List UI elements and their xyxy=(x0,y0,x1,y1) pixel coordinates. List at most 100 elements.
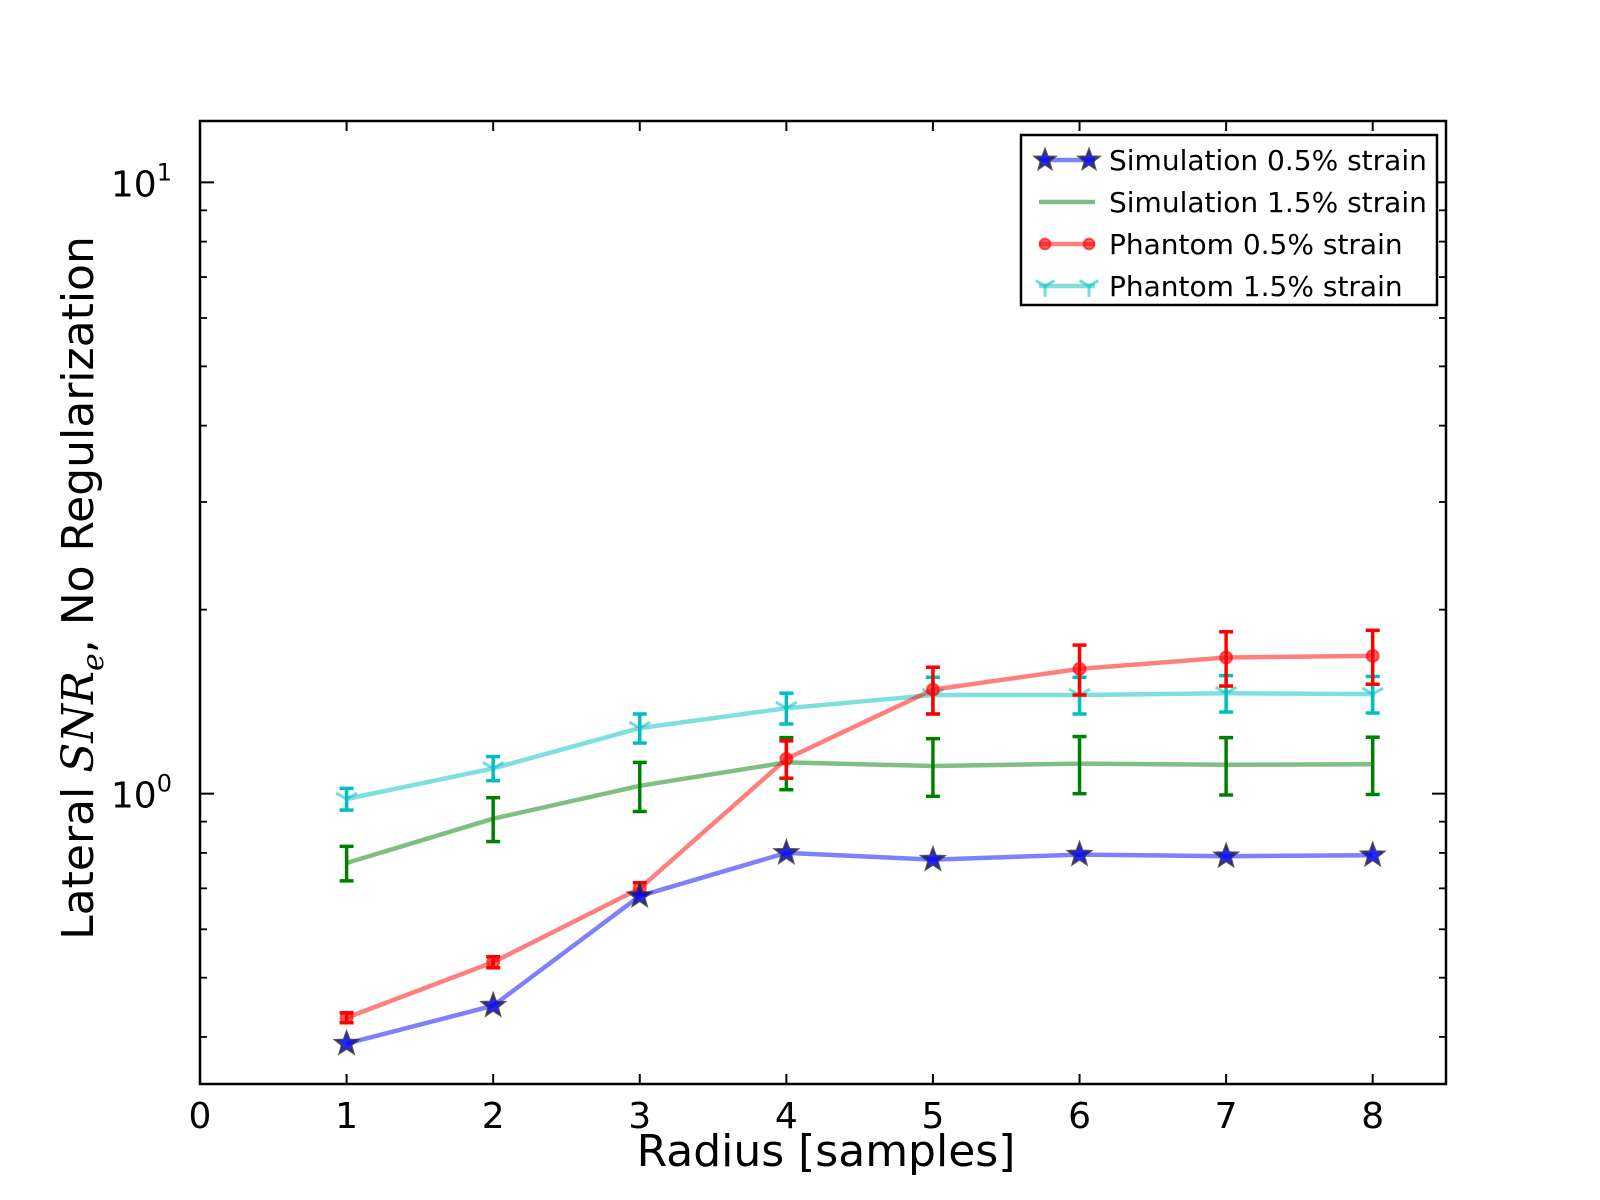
star-marker xyxy=(772,838,801,865)
y-tick-label: 101 xyxy=(111,158,172,205)
series-line xyxy=(345,760,1373,866)
legend-entry: Simulation 0.5% strain xyxy=(1031,144,1427,177)
data-point xyxy=(1358,840,1387,868)
data-point xyxy=(339,1010,354,1025)
star-marker xyxy=(1031,146,1059,172)
series-layer xyxy=(332,628,1387,1056)
tri-down-left-arm xyxy=(1034,279,1046,288)
series-line xyxy=(345,653,1373,1020)
series-line xyxy=(346,690,1373,802)
circle-marker xyxy=(1072,661,1087,676)
tri-down-marker xyxy=(1214,685,1238,706)
y-axis-label: Lateral SNRe, No Regularization xyxy=(53,236,111,940)
legend: Simulation 0.5% strain Simulation 1.5% st… xyxy=(1019,133,1439,307)
tri-down-left-arm xyxy=(775,700,788,710)
circle-marker xyxy=(1038,237,1052,251)
star-marker xyxy=(1065,839,1094,867)
tri-down-left-arm xyxy=(628,720,641,730)
data-point xyxy=(332,1028,361,1056)
data-point xyxy=(775,700,798,721)
y-tick-label-exponent: 0 xyxy=(157,770,172,798)
tri-down-right-arm xyxy=(1371,686,1384,696)
x-tick-label: 4 xyxy=(775,1096,798,1137)
legend-entry: Phantom 0.5% strain xyxy=(1038,228,1403,261)
data-point xyxy=(925,682,940,697)
star-marker xyxy=(479,990,508,1018)
tri-down-left-arm xyxy=(481,761,494,770)
y-tick-label-base: 10 xyxy=(111,164,157,205)
circle-marker xyxy=(1082,237,1096,251)
x-tick-labels: 0 1 2 3 4 5 6 7 8 xyxy=(189,1096,1385,1137)
x-tick-label: 7 xyxy=(1215,1096,1238,1137)
tri-down-left-arm xyxy=(335,791,348,801)
legend-entry: Simulation 1.5% strain xyxy=(1039,186,1427,219)
data-point xyxy=(625,881,654,909)
x-tick-label: 1 xyxy=(335,1096,358,1137)
data-point xyxy=(628,720,651,741)
tri-down-right-arm xyxy=(1225,685,1238,695)
x-tick-label: 6 xyxy=(1068,1096,1091,1137)
y-axis-label-math-subscript: e xyxy=(76,653,111,671)
star-marker xyxy=(625,881,654,909)
data-point xyxy=(1365,648,1380,663)
plot-frame xyxy=(198,119,1448,1086)
x-tick-label: 5 xyxy=(921,1096,944,1137)
data-point xyxy=(486,955,501,970)
y-axis-label-math: SNR xyxy=(53,671,104,773)
axis-ticks xyxy=(199,121,1446,1084)
tri-down-marker xyxy=(1078,279,1100,297)
tri-down-right-arm xyxy=(345,791,358,801)
circle-marker xyxy=(925,682,940,697)
data-point xyxy=(1219,650,1234,665)
legend-entry: Phantom 1.5% strain xyxy=(1034,270,1403,303)
tri-down-marker xyxy=(1361,686,1384,707)
star-marker xyxy=(1211,841,1241,869)
tri-down-marker xyxy=(628,720,651,741)
series-line xyxy=(346,850,1373,1046)
series-simulation-0-5-strain xyxy=(332,838,1387,1056)
data-point xyxy=(779,751,794,766)
star-marker xyxy=(918,844,948,872)
x-axis-label: Radius [samples] xyxy=(637,1126,1016,1177)
legend-label: Phantom 1.5% strain xyxy=(1109,270,1403,303)
x-tick-label: 2 xyxy=(482,1096,505,1137)
legend-label: Simulation 0.5% strain xyxy=(1109,144,1427,177)
data-point xyxy=(918,844,948,872)
tri-down-right-arm xyxy=(492,761,505,770)
tri-down-right-arm xyxy=(1044,279,1056,288)
y-tick-label: 100 xyxy=(111,770,172,817)
y-axis-label-suffix: , No Regularization xyxy=(53,236,104,653)
data-point xyxy=(479,990,508,1018)
circle-marker xyxy=(339,1010,354,1025)
circle-marker xyxy=(486,955,501,970)
tri-down-left-arm xyxy=(1361,686,1374,696)
data-point xyxy=(772,838,801,865)
legend-label: Phantom 0.5% strain xyxy=(1109,228,1403,261)
error-bar xyxy=(339,844,354,883)
data-point xyxy=(1065,839,1094,867)
tri-down-left-arm xyxy=(1214,685,1227,695)
error-bar xyxy=(1365,735,1380,797)
tri-down-marker xyxy=(335,791,358,812)
data-point xyxy=(1361,686,1384,707)
star-marker xyxy=(1075,146,1103,172)
tri-down-marker xyxy=(1034,279,1056,297)
circle-marker xyxy=(1219,650,1234,665)
x-tick-label: 0 xyxy=(189,1096,212,1137)
y-axis-label-prefix: Lateral xyxy=(53,773,104,940)
tri-down-right-arm xyxy=(639,720,651,730)
circle-marker xyxy=(1365,648,1380,663)
tri-down-right-arm xyxy=(785,700,798,710)
tri-down-right-arm xyxy=(1088,279,1100,288)
data-point xyxy=(1072,661,1087,676)
tri-down-marker xyxy=(775,700,798,721)
data-point xyxy=(481,761,505,781)
y-tick-label-base: 10 xyxy=(111,776,157,817)
x-tick-label: 8 xyxy=(1361,1096,1384,1137)
star-marker xyxy=(1358,840,1387,868)
tri-down-left-arm xyxy=(1078,279,1090,288)
data-point xyxy=(335,791,358,812)
y-tick-label-exponent: 1 xyxy=(157,158,172,186)
